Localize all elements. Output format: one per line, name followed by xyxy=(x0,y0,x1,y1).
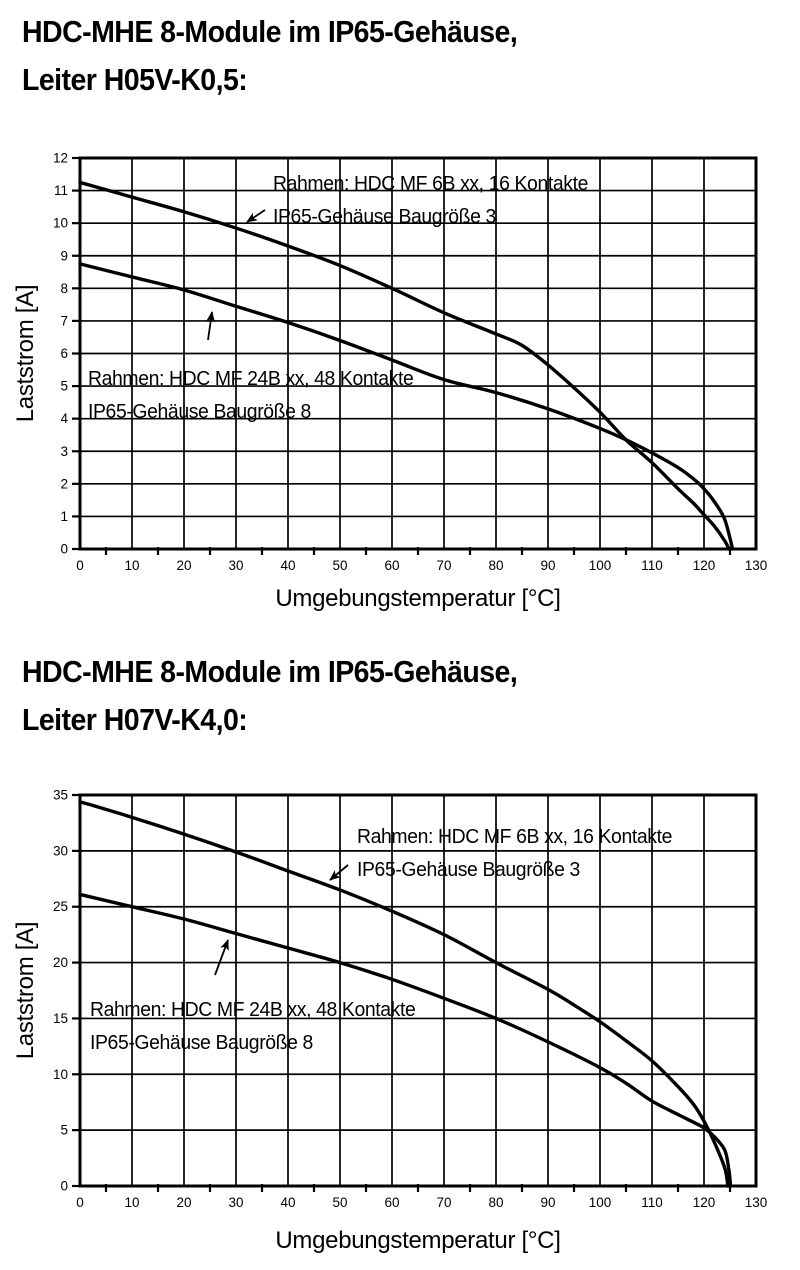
y-tick-label: 5 xyxy=(60,1123,68,1138)
chart1: 0 10 20 30 40 50 60 70 80 90 100 110 120 130 0 1 2 3 4 5 6 7 8… xyxy=(0,150,800,620)
chart1-x-axis-label: Umgebungstemperatur [°C] xyxy=(275,585,561,612)
x-tick-label: 30 xyxy=(228,558,243,573)
chart1-canvas: 0 10 20 30 40 50 60 70 80 90 100 110 120 130012345678… xyxy=(53,151,768,574)
annotation-line: IP65-Gehäuse Baugröße 3 xyxy=(357,859,580,881)
y-tick-label: 1 xyxy=(60,509,68,524)
y-tick-label: 12 xyxy=(53,151,68,166)
y-tick-label: 20 xyxy=(53,955,68,970)
x-tick-label: 10 xyxy=(124,558,139,573)
x-tick-label: 70 xyxy=(436,1195,451,1210)
chart1-title-line-1: HDC-MHE 8-Module im IP65-Gehäuse, xyxy=(22,14,518,49)
x-tick-label: 50 xyxy=(332,558,347,573)
chart2-y-axis-label: Laststrom [A] xyxy=(12,921,39,1060)
x-tick-label: 90 xyxy=(540,1195,555,1210)
y-tick-label: 10 xyxy=(53,216,68,231)
chart1-annotation-48-kontakte: Rahmen: HDC MF 24B xx, 48 Kontakte IP65-… xyxy=(88,363,414,429)
annotation-line: IP65-Gehäuse Baugröße 8 xyxy=(90,1032,313,1054)
x-tick-label: 0 xyxy=(76,1195,84,1210)
annotation-line: Rahmen: HDC MF 6B xx, 16 Kontakte xyxy=(273,173,588,195)
x-tick-label: 120 xyxy=(693,558,716,573)
x-tick-label: 110 xyxy=(641,558,663,573)
chart2-title: HDC-MHE 8-Module im IP65-Gehäuse, Leiter… xyxy=(22,648,518,744)
y-tick-label: 30 xyxy=(53,843,68,858)
y-tick-label: 6 xyxy=(60,346,68,361)
x-tick-label: 30 xyxy=(228,1195,243,1210)
x-tick-label: 80 xyxy=(488,1195,503,1210)
x-tick-label: 10 xyxy=(124,1195,139,1210)
x-tick-label: 110 xyxy=(641,1195,663,1210)
plot-border xyxy=(78,793,758,1188)
curve-hdc-mf-6b-16-kontakte xyxy=(78,180,731,551)
x-tick-label: 130 xyxy=(745,558,768,573)
y-tick-label: 0 xyxy=(60,542,68,557)
x-tick-label: 60 xyxy=(384,558,399,573)
chart2-annotation-16-kontakte: Rahmen: HDC MF 6B xx, 16 Kontakte IP65-G… xyxy=(357,821,672,887)
x-tick-label: 60 xyxy=(384,1195,399,1210)
y-tick-label: 10 xyxy=(53,1067,68,1082)
x-tick-label: 50 xyxy=(332,1195,347,1210)
chart2-annotation-48-kontakte: Rahmen: HDC MF 24B xx, 48 Kontakte IP65-… xyxy=(90,994,416,1060)
x-tick-label: 100 xyxy=(589,558,612,573)
y-tick-label: 7 xyxy=(60,313,68,328)
y-tick-label: 8 xyxy=(60,281,68,296)
chart2-title-line-2: Leiter H07V-K4,0: xyxy=(22,702,248,737)
x-tick-label: 0 xyxy=(76,558,84,573)
y-tick-label: 35 xyxy=(53,788,68,803)
x-tick-label: 40 xyxy=(280,1195,295,1210)
x-tick-label: 20 xyxy=(176,558,191,573)
chart2: 0 10 20 30 40 50 60 70 80 90 100 110 120 130 0 5 10 15 20 2… xyxy=(0,787,800,1270)
annotation-arrow xyxy=(206,311,216,341)
annotation-line: IP65-Gehäuse Baugröße 3 xyxy=(273,206,496,228)
x-tick-label: 80 xyxy=(488,558,503,573)
annotation-line: Rahmen: HDC MF 6B xx, 16 Kontakte xyxy=(357,826,672,848)
chart1-title: HDC-MHE 8-Module im IP65-Gehäuse, Leiter… xyxy=(22,8,518,104)
x-tick-label: 120 xyxy=(693,1195,716,1210)
annotation-line: IP65-Gehäuse Baugröße 8 xyxy=(88,401,311,423)
y-tick-label: 11 xyxy=(54,183,68,198)
annotation-arrow xyxy=(246,209,266,223)
annotation-arrow xyxy=(329,864,349,881)
plot-border xyxy=(78,156,758,551)
curve-hdc-mf-24b-48-kontakte xyxy=(78,262,735,551)
x-tick-label: 100 xyxy=(589,1195,612,1210)
chart2-canvas: 0 10 20 30 40 50 60 70 80 90 100 110 120 130 0 5 10 15 20 2… xyxy=(53,788,768,1211)
chart1-annotation-16-kontakte: Rahmen: HDC MF 6B xx, 16 Kontakte IP65-G… xyxy=(273,168,588,234)
chart2-x-axis-label: Umgebungstemperatur [°C] xyxy=(275,1227,561,1254)
annotation-line: Rahmen: HDC MF 24B xx, 48 Kontakte xyxy=(90,999,416,1021)
y-tick-label: 15 xyxy=(53,1011,68,1026)
y-tick-label: 0 xyxy=(60,1179,68,1194)
curve-hdc-mf-6b-16-kontakte xyxy=(78,800,730,1188)
y-tick-label: 4 xyxy=(60,411,68,426)
chart1-y-axis-label: Laststrom [A] xyxy=(12,284,39,423)
y-tick-label: 2 xyxy=(60,476,68,491)
y-tick-label: 9 xyxy=(60,248,68,263)
x-tick-label: 20 xyxy=(176,1195,191,1210)
annotation-line: Rahmen: HDC MF 24B xx, 48 Kontakte xyxy=(88,368,414,390)
x-tick-label: 40 xyxy=(280,558,295,573)
y-tick-label: 25 xyxy=(53,899,68,914)
chart1-title-line-2: Leiter H05V-K0,5: xyxy=(22,62,248,97)
y-tick-label: 5 xyxy=(60,379,68,394)
x-tick-label: 90 xyxy=(540,558,555,573)
chart2-title-line-1: HDC-MHE 8-Module im IP65-Gehäuse, xyxy=(22,654,518,689)
curve-hdc-mf-24b-48-kontakte xyxy=(78,892,733,1188)
y-tick-label: 3 xyxy=(60,444,68,459)
annotation-arrow xyxy=(214,939,229,976)
x-tick-label: 70 xyxy=(436,558,451,573)
x-tick-label: 130 xyxy=(745,1195,768,1210)
